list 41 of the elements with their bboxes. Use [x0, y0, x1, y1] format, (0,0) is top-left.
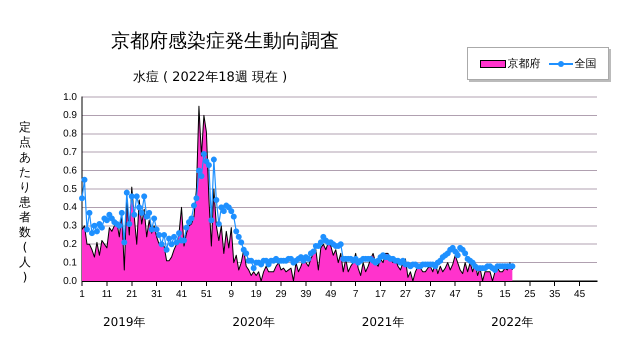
- y-tick-label: 1.0: [63, 92, 78, 103]
- y-tick-label: 0.2: [63, 238, 78, 250]
- chart-title: 京都府感染症発生動向調査: [110, 29, 340, 54]
- x-tick-label: 1: [79, 288, 86, 300]
- x-tick-label: 39: [300, 288, 312, 300]
- x-tick-label: 17: [374, 288, 387, 300]
- x-tick-label: 47: [450, 288, 462, 300]
- text: 2020年: [232, 315, 275, 330]
- y-tick-label: 0.7: [63, 146, 78, 158]
- x-tick-label: 31: [151, 288, 163, 300]
- y-tick-label: 0.8: [63, 128, 78, 140]
- x-tick-label: 27: [400, 288, 412, 300]
- legend-label: 全国: [574, 56, 596, 71]
- x-tick-label: 9: [228, 288, 234, 300]
- x-tick-label: 15: [499, 288, 511, 300]
- x-tick-label: 51: [200, 288, 212, 300]
- y-tick-label: 0.1: [63, 257, 78, 268]
- y-tick-label: 0.3: [63, 220, 78, 232]
- y-tick-label: 0.0: [63, 276, 78, 287]
- chart-subtitle: 水痘 ( 2022年18週 現在 ): [132, 69, 288, 86]
- legend-label: 京都府: [508, 56, 540, 71]
- text: 2019年: [103, 315, 146, 330]
- x-tick-label: 49: [325, 288, 337, 300]
- x-tick-label: 37: [424, 288, 436, 300]
- y-tick-label: 0.9: [63, 110, 78, 122]
- y-tick-label: 0.6: [63, 165, 78, 176]
- text: 定点あたり患者数(人): [19, 120, 31, 284]
- x-tick-label: 29: [275, 288, 288, 300]
- y-tick-label: 0.5: [63, 184, 78, 195]
- x-tick-label: 45: [574, 288, 586, 300]
- y-tick-label: 0.4: [63, 202, 78, 214]
- x-tick-label: 41: [176, 288, 188, 300]
- x-tick-label: 7: [352, 288, 359, 300]
- x-tick-label: 25: [524, 288, 536, 300]
- text: 2022年: [491, 315, 534, 330]
- text: 2021年: [362, 315, 404, 330]
- x-tick-label: 11: [102, 288, 113, 300]
- x-tick-label: 35: [549, 288, 561, 300]
- x-tick-label: 5: [477, 288, 484, 300]
- x-tick-label: 21: [126, 288, 138, 300]
- x-tick-label: 19: [250, 288, 262, 300]
